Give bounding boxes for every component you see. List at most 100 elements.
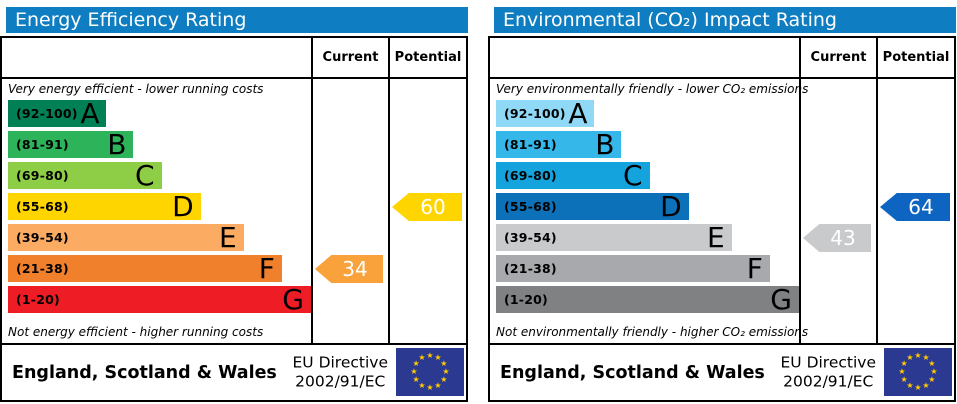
eu-directive-label: EU Directive 2002/91/EC	[292, 353, 389, 391]
eu-star: ★	[914, 383, 922, 392]
footer-divider	[2, 343, 466, 345]
band-range: (69-80)	[16, 168, 69, 183]
current-rating-value: 43	[830, 226, 856, 250]
band-range: (39-54)	[16, 230, 69, 245]
band-grade: G	[282, 283, 304, 316]
band-a: (92-100) A	[8, 97, 107, 130]
eu-star: ★	[410, 367, 418, 376]
band-grade: F	[746, 252, 763, 285]
band-range: (55-68)	[16, 199, 69, 214]
band-range: (1-20)	[504, 292, 548, 307]
eu-star: ★	[928, 375, 936, 384]
current-rating-value: 34	[342, 257, 368, 281]
eu-star: ★	[906, 380, 914, 390]
band-range: (92-100)	[504, 106, 566, 121]
band-range: (92-100)	[16, 106, 78, 121]
band-grade: A	[80, 97, 100, 130]
band-g: (1-20) G	[8, 283, 311, 316]
eu-star: ★	[928, 359, 936, 368]
top-note: Very environmentally friendly - lower CO…	[496, 82, 809, 96]
band-range: (21-38)	[16, 261, 69, 276]
bottom-note: Not energy efficient - higher running co…	[8, 325, 264, 339]
top-note: Very energy efficient - lower running co…	[8, 82, 264, 96]
eu-star: ★	[418, 353, 426, 363]
panel-title: Environmental (CO₂) Impact Rating	[503, 9, 837, 31]
band-grade: E	[707, 221, 725, 254]
eu-star: ★	[412, 359, 420, 368]
rating-table: Current Potential Very energy efficient …	[0, 36, 468, 402]
eu-flag-icon: ★ ★ ★ ★ ★ ★ ★ ★ ★ ★ ★ ★	[396, 348, 464, 396]
eu-star: ★	[412, 375, 420, 384]
band-range: (69-80)	[504, 168, 557, 183]
header-divider	[2, 77, 466, 79]
header-divider	[490, 77, 954, 79]
band-grade: B	[107, 128, 127, 161]
band-grade: D	[660, 190, 682, 223]
band-range: (39-54)	[504, 230, 557, 245]
eu-star: ★	[898, 367, 906, 376]
column-divider	[876, 38, 878, 343]
region-label: England, Scotland & Wales	[500, 363, 765, 383]
potential-column-header: Potential	[394, 50, 462, 65]
eu-star: ★	[900, 359, 908, 368]
eu-star: ★	[442, 367, 450, 376]
eu-star: ★	[440, 359, 448, 368]
band-a: (92-100) A	[496, 100, 595, 128]
band-grade: E	[219, 221, 237, 254]
bottom-note: Not environmentally friendly - higher CO…	[496, 325, 809, 339]
band-range: (1-20)	[16, 292, 60, 307]
potential-rating-value: 64	[908, 195, 934, 219]
column-divider	[799, 38, 801, 343]
band-c: (69-80) C	[8, 159, 162, 192]
band-c: (69-80) C	[496, 162, 650, 190]
band-grade: F	[258, 252, 275, 285]
eu-star: ★	[434, 353, 442, 363]
current-column-header: Current	[810, 50, 867, 65]
eu-flag-icon: ★ ★ ★ ★ ★ ★ ★ ★ ★ ★ ★ ★	[884, 348, 952, 396]
eu-star: ★	[426, 351, 434, 360]
band-grade: B	[595, 128, 615, 161]
band-f: (21-38) F	[8, 252, 282, 285]
band-d: (55-68) D	[496, 190, 689, 223]
band-f: (21-38) F	[496, 252, 770, 285]
potential-rating-value: 60	[420, 195, 446, 219]
panel-title-bar: Environmental (CO₂) Impact Rating	[494, 7, 956, 33]
band-e: (39-54) E	[8, 221, 244, 254]
eu-star: ★	[930, 367, 938, 376]
potential-column-header: Potential	[882, 50, 950, 65]
eu-star: ★	[900, 375, 908, 384]
eu-star: ★	[418, 380, 426, 390]
column-divider	[311, 38, 313, 343]
band-e: (39-54) E	[496, 221, 732, 254]
band-range: (81-91)	[504, 137, 557, 152]
column-divider	[388, 38, 390, 343]
eu-star: ★	[914, 351, 922, 360]
band-grade: D	[172, 190, 194, 223]
potential-rating-arrow: 64	[880, 193, 950, 221]
rating-table: Current Potential Very environmentally f…	[488, 36, 956, 402]
potential-rating-arrow: 60	[392, 193, 462, 221]
band-b: (81-91) B	[496, 128, 622, 161]
eu-directive-label: EU Directive 2002/91/EC	[780, 353, 877, 391]
current-rating-arrow: 43	[803, 224, 871, 252]
panel-footer: England, Scotland & Wales EU Directive 2…	[2, 345, 466, 400]
energy-efficiency-panel: Energy Efficiency Rating Current Potenti…	[0, 0, 468, 404]
panel-title-bar: Energy Efficiency Rating	[6, 7, 468, 33]
band-grade: C	[135, 159, 155, 192]
region-label: England, Scotland & Wales	[12, 363, 277, 383]
current-rating-arrow: 34	[315, 255, 383, 283]
band-range: (21-38)	[504, 261, 557, 276]
footer-divider	[490, 343, 954, 345]
environmental-impact-panel: Environmental (CO₂) Impact Rating Curren…	[488, 0, 956, 404]
band-range: (81-91)	[16, 137, 69, 152]
rating-bands: (92-100) A (81-91) B (69-80) C (55-68) D…	[496, 38, 799, 343]
eu-star: ★	[434, 380, 442, 390]
rating-bands: (92-100) A (81-91) B (69-80) C (55-68) D…	[8, 38, 311, 343]
eu-star: ★	[922, 353, 930, 363]
panel-footer: England, Scotland & Wales EU Directive 2…	[490, 345, 954, 400]
band-grade: G	[770, 283, 792, 316]
band-range: (55-68)	[504, 199, 557, 214]
band-d: (55-68) D	[8, 190, 201, 223]
eu-star: ★	[922, 380, 930, 390]
